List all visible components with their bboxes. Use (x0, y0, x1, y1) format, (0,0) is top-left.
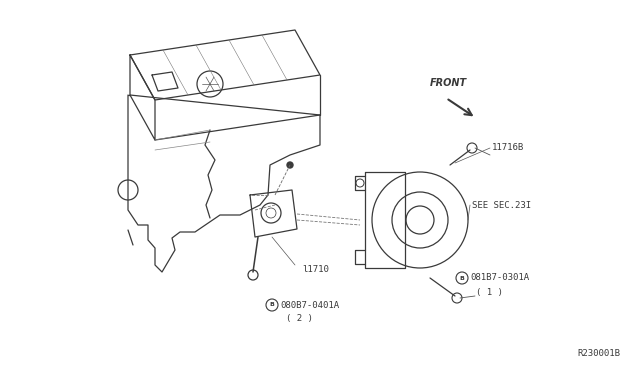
Text: 11716B: 11716B (492, 144, 524, 153)
Text: B: B (460, 276, 465, 280)
Text: SEE SEC.23I: SEE SEC.23I (472, 201, 531, 209)
Text: ( 2 ): ( 2 ) (286, 314, 313, 324)
Text: B: B (269, 302, 275, 308)
Circle shape (287, 162, 293, 168)
Text: 080B7-0401A: 080B7-0401A (280, 301, 339, 310)
Text: R230001B: R230001B (577, 349, 620, 358)
Text: FRONT: FRONT (430, 78, 467, 88)
Text: l1710: l1710 (302, 266, 329, 275)
Text: 081B7-0301A: 081B7-0301A (470, 273, 529, 282)
Text: ( 1 ): ( 1 ) (476, 288, 503, 296)
